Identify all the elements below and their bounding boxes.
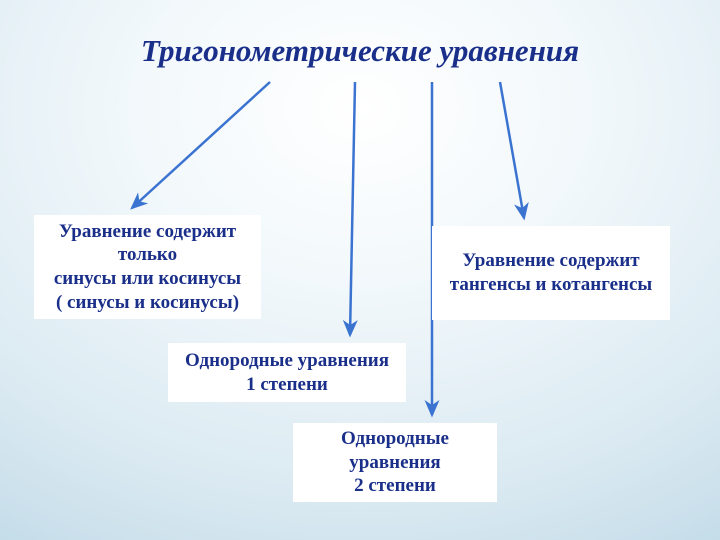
box-homogeneous-1: Однородные уравнения1 степени xyxy=(168,343,406,402)
slide-title: Тригонометрические уравнения xyxy=(0,33,720,69)
box-line: Однородные xyxy=(341,427,449,451)
box-line: уравнения xyxy=(349,451,440,475)
box-line: Однородные уравнения xyxy=(185,349,389,373)
arrow-2 xyxy=(350,82,355,335)
box-line: Уравнение содержит xyxy=(59,220,236,244)
box-sincos: Уравнение содержиттолькосинусы или косин… xyxy=(34,215,261,319)
arrow-1 xyxy=(132,82,270,208)
box-line: синусы или косинусы xyxy=(54,267,241,291)
slide: Тригонометрические уравнения Уравнение с… xyxy=(0,0,720,540)
box-line: 2 степени xyxy=(354,474,436,498)
box-tancot: Уравнение содержиттангенсы и котангенсы xyxy=(432,226,670,320)
box-line: только xyxy=(118,243,177,267)
box-line: 1 степени xyxy=(246,373,328,397)
box-homogeneous-2: Однородныеуравнения2 степени xyxy=(293,423,497,502)
box-line: тангенсы и котангенсы xyxy=(450,273,652,297)
arrow-4 xyxy=(500,82,524,218)
box-line: Уравнение содержит xyxy=(462,249,639,273)
box-line: ( синусы и косинусы) xyxy=(56,291,239,315)
